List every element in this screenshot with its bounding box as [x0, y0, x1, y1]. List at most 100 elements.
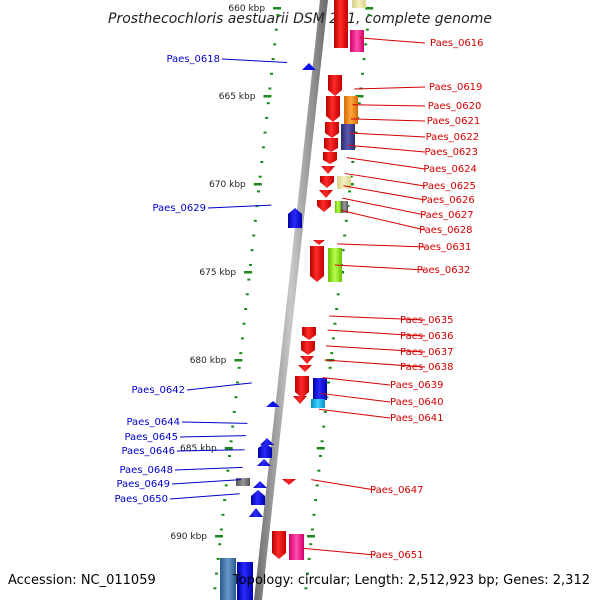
- gene-feature-forward: [320, 176, 334, 188]
- kbp-tick-mark: [263, 95, 272, 98]
- tick-dot: [360, 72, 364, 75]
- gene-feature-forward: [334, 0, 348, 48]
- gene-label-leader: [334, 264, 426, 271]
- tick-dot: [273, 43, 277, 46]
- tick-dot: [216, 557, 220, 560]
- gene-feature-reverse: [251, 490, 265, 505]
- tick-dot: [236, 381, 240, 384]
- tick-dot: [344, 219, 348, 222]
- gene-feature-tan: [352, 0, 366, 8]
- gene-label-forward: Paes_0635: [400, 315, 454, 326]
- gene-feature-forward: [302, 327, 316, 340]
- tick-dot: [234, 396, 238, 399]
- kbp-tick-mark: [355, 95, 364, 98]
- gene-label-leader: [171, 479, 242, 485]
- tick-dot: [242, 322, 246, 325]
- kbp-tick-mark: [316, 447, 325, 450]
- gene-label-forward: Paes_0621: [427, 116, 481, 127]
- tick-dot: [263, 131, 267, 134]
- accession-text: Accession: NC_011059: [8, 573, 156, 588]
- tick-dot: [260, 161, 264, 163]
- gene-feature-forward: [317, 200, 331, 212]
- kbp-tick-mark: [234, 359, 243, 362]
- tick-dot: [248, 263, 252, 266]
- gene-label-forward: Paes_0638: [400, 362, 454, 373]
- gene-label-forward: Paes_0640: [390, 397, 444, 408]
- gene-label-forward: Paes_0616: [430, 38, 484, 49]
- gene-feature-reverse: [260, 438, 274, 445]
- kbp-tick-mark: [365, 7, 374, 10]
- gene-label-reverse: Paes_0649: [116, 479, 170, 490]
- kbp-tick-mark: [253, 183, 262, 186]
- tick-dot: [367, 14, 371, 16]
- gene-feature-steel: [220, 558, 236, 600]
- tick-dot: [343, 234, 347, 237]
- gene-feature-blue: [237, 562, 253, 600]
- gene-feature-reverse: [258, 443, 272, 458]
- gene-label-leader: [322, 377, 391, 386]
- gene-label-forward: Paes_0641: [390, 413, 444, 424]
- tick-dot: [354, 131, 358, 134]
- gene-feature-forward: [272, 531, 286, 559]
- gene-label-leader: [303, 547, 376, 556]
- tick-dot: [315, 484, 319, 487]
- tick-dot: [218, 543, 222, 546]
- gene-label-reverse: Paes_0644: [126, 417, 180, 428]
- gene-label-forward: Paes_0627: [420, 210, 474, 221]
- tick-dot: [261, 146, 265, 149]
- gene-label-leader: [186, 382, 252, 391]
- gene-label-leader: [343, 185, 426, 201]
- tick-dot: [244, 308, 248, 310]
- tick-dot: [364, 43, 368, 46]
- gene-label-reverse: Paes_0650: [114, 494, 168, 505]
- tick-dot: [229, 440, 233, 443]
- gene-features: [220, 0, 366, 600]
- gene-label-reverse: Paes_0645: [124, 432, 178, 443]
- tick-dot: [362, 58, 366, 61]
- gene-label-leader: [179, 435, 247, 438]
- gene-feature-forward: [328, 75, 342, 96]
- gene-label-leader: [169, 493, 240, 500]
- gene-label-reverse: Paes_0629: [152, 203, 206, 214]
- gene-label-leader: [320, 392, 391, 403]
- gene-label-leader: [327, 329, 426, 337]
- kbp-tick-label: 670 kbp: [209, 180, 246, 190]
- tick-dot: [336, 293, 340, 296]
- gene-label-leader: [347, 144, 426, 153]
- tick-dot: [317, 469, 321, 472]
- gene-feature-forward: [324, 138, 338, 152]
- gene-label-forward: Paes_0623: [425, 147, 479, 158]
- tick-dot: [253, 219, 257, 222]
- gene-label-forward: Paes_0636: [400, 331, 454, 342]
- gene-label-forward: Paes_0619: [429, 82, 483, 93]
- gene-label-leader: [329, 315, 426, 321]
- gene-feature-tan: [337, 176, 351, 189]
- gene-feature-gray: [341, 201, 348, 213]
- kbp-tick-mark: [273, 7, 282, 10]
- tick-dot: [231, 425, 235, 428]
- gene-feature-forward: [300, 356, 314, 364]
- gene-label-leader: [324, 359, 426, 368]
- gene-label-forward: Paes_0626: [421, 195, 475, 206]
- gene-label-leader: [346, 157, 426, 170]
- tick-dot: [215, 572, 219, 575]
- gene-feature-reverse: [257, 459, 271, 466]
- tick-dot: [257, 190, 261, 193]
- gene-label-leader: [354, 86, 426, 90]
- tick-dot: [328, 366, 332, 369]
- kbp-tick-label: 685 kbp: [180, 444, 217, 454]
- gene-feature-pink: [289, 534, 304, 560]
- gene-label-forward: Paes_0628: [419, 225, 473, 236]
- gene-label-reverse: Paes_0642: [131, 385, 185, 396]
- gene-feature-forward: [310, 246, 324, 282]
- gene-feature-reverse: [302, 63, 316, 70]
- gene-label-leader: [344, 172, 426, 187]
- gene-label-forward: Paes_0639: [390, 380, 444, 391]
- gene-feature-lime: [335, 201, 341, 213]
- tick-dot: [245, 293, 249, 296]
- tick-dot: [237, 366, 241, 369]
- gene-feature-forward: [301, 341, 315, 355]
- topology-text: Topology: circular; Length: 2,512,923 bp…: [232, 573, 590, 588]
- gene-feature-reverse: [249, 508, 263, 517]
- gene-label-reverse: Paes_0646: [121, 446, 175, 457]
